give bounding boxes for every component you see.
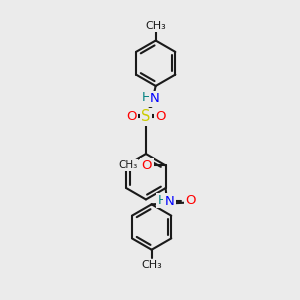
Text: O: O [142, 159, 152, 172]
Text: O: O [185, 194, 196, 207]
Text: O: O [155, 110, 166, 123]
Text: S: S [141, 109, 151, 124]
Text: N: N [165, 195, 175, 208]
Text: CH₃: CH₃ [118, 160, 137, 170]
Text: H: H [142, 91, 152, 104]
Text: CH₃: CH₃ [141, 260, 162, 270]
Text: H: H [158, 194, 167, 207]
Text: O: O [126, 110, 136, 123]
Text: N: N [150, 92, 160, 105]
Text: CH₃: CH₃ [145, 21, 166, 31]
